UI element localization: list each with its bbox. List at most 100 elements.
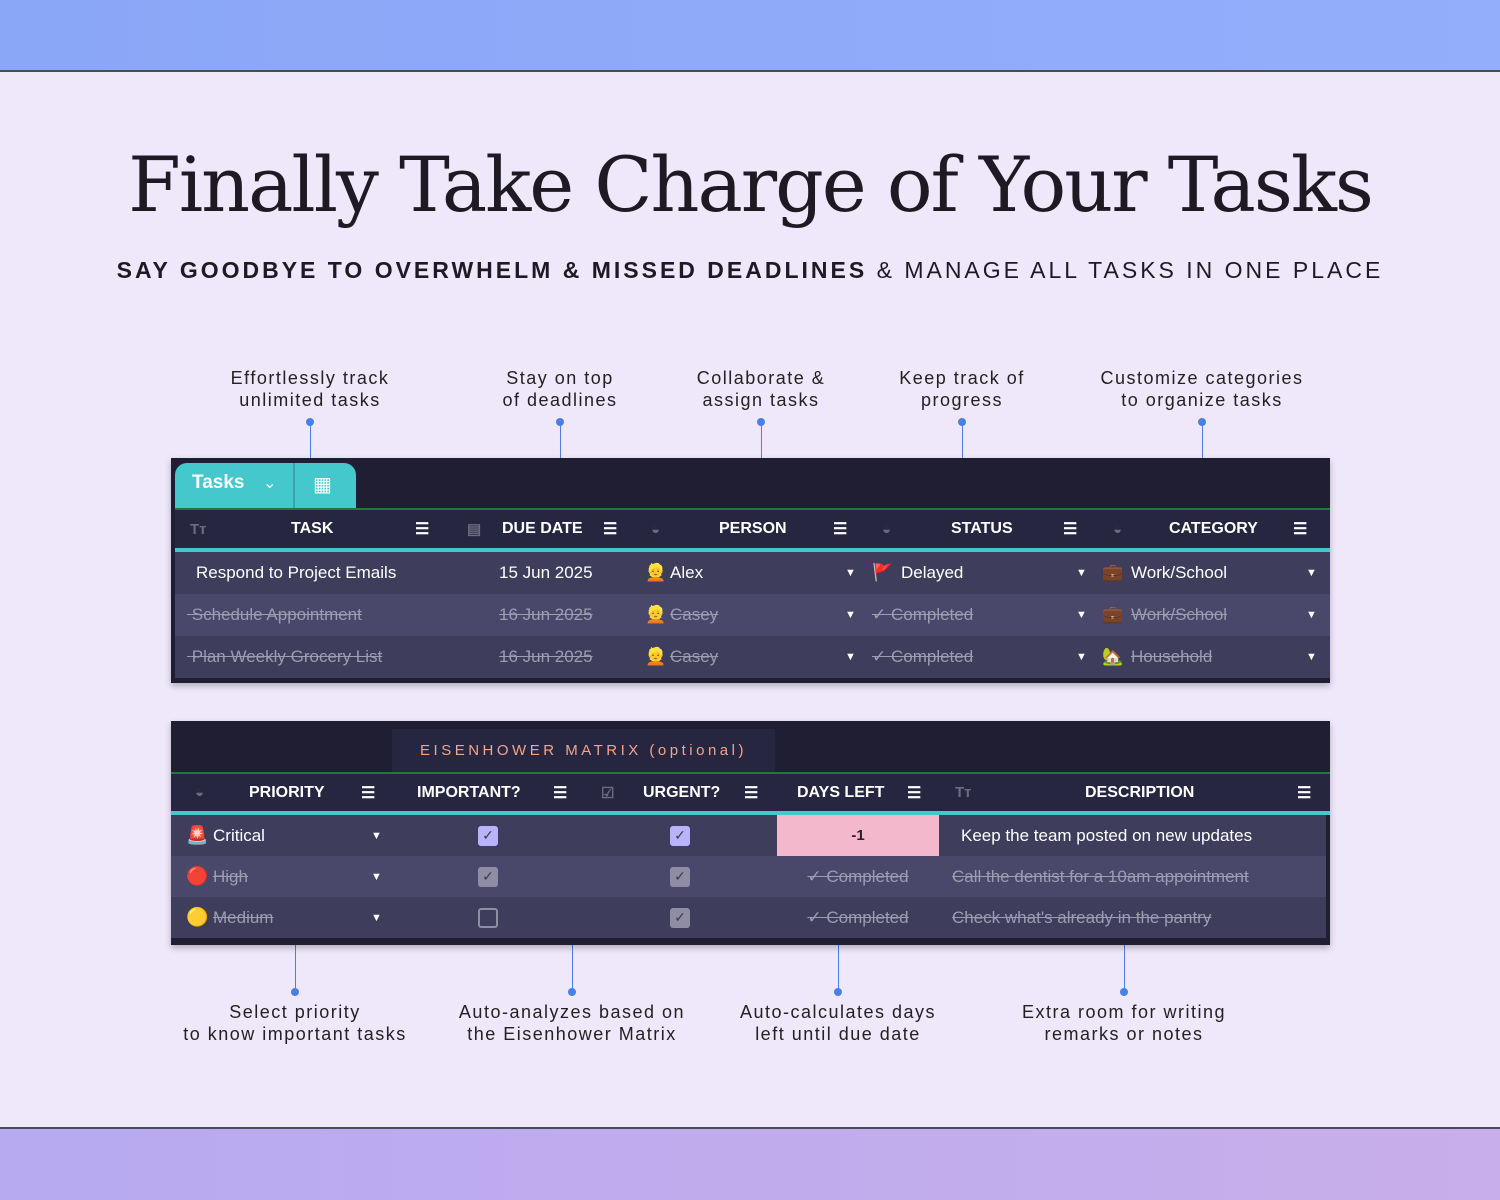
annotation-dot <box>757 418 765 426</box>
column-header-status[interactable]: STATUS <box>951 520 1013 537</box>
person-value[interactable]: Casey <box>670 647 719 666</box>
filter-icon[interactable]: ☰ <box>415 521 430 538</box>
table-row[interactable]: 🚨 Critical ▼ ✓ ✓ -1 Keep the team posted… <box>171 815 1326 856</box>
table-header: ◒ PRIORITY ☰ IMPORTANT? ☰ ☑ URGENT? ☰ DA… <box>171 772 1330 811</box>
table-row[interactable]: 🔴 High ▼ ✓ ✓ ✓ Completed Call the dentis… <box>171 856 1326 897</box>
days-left-value: ✓ Completed <box>807 866 909 886</box>
category-value[interactable]: Work/School <box>1131 605 1228 624</box>
important-checkbox[interactable]: ✓ <box>478 866 498 887</box>
top-banner <box>0 0 1500 72</box>
category-icon: 🏡 <box>1102 647 1124 666</box>
filter-icon[interactable]: ☰ <box>1063 521 1078 538</box>
dropdown-caret-icon[interactable]: ▼ <box>1076 651 1087 663</box>
annotation-dot <box>834 988 842 996</box>
checkbox-type-icon: ☑ <box>601 784 615 802</box>
column-header-category[interactable]: CATEGORY <box>1169 520 1258 537</box>
eisenhower-table: EISENHOWER MATRIX (optional) ◒ PRIORITY … <box>171 721 1330 945</box>
column-header-person[interactable]: PERSON <box>719 520 787 537</box>
column-header-important[interactable]: IMPORTANT? <box>417 783 521 801</box>
feature-annotation: Extra room for writing remarks or notes <box>994 1001 1254 1045</box>
dropdown-caret-icon[interactable]: ▼ <box>371 870 382 883</box>
table-row[interactable]: Respond to Project Emails 15 Jun 2025 👱 … <box>175 552 1330 594</box>
bottom-banner <box>0 1127 1500 1200</box>
annotation-dot <box>568 988 576 996</box>
dropdown-caret-icon[interactable]: ▼ <box>1076 609 1087 621</box>
chevron-down-icon[interactable]: ⌄ <box>263 475 277 492</box>
person-icon: 👱 <box>645 563 667 582</box>
annotation-line-2: progress <box>920 390 1004 410</box>
person-icon: 👱 <box>645 647 667 666</box>
annotation-line-2: assign tasks <box>702 390 820 410</box>
dropdown-caret-icon[interactable]: ▼ <box>845 567 856 579</box>
status-value[interactable]: ✓ Completed <box>872 605 974 624</box>
description-value[interactable]: Check what's already in the pantry <box>952 907 1212 927</box>
dropdown-caret-icon[interactable]: ▼ <box>845 609 856 621</box>
column-header-urgent[interactable]: URGENT? <box>643 783 721 801</box>
due-date[interactable]: 16 Jun 2025 <box>499 605 593 624</box>
dropdown-caret-icon[interactable]: ▼ <box>1306 651 1317 663</box>
category-value[interactable]: Household <box>1131 647 1213 666</box>
dropdown-caret-icon[interactable]: ▼ <box>1306 567 1317 579</box>
dropdown-caret-icon[interactable]: ▼ <box>371 911 382 924</box>
column-header-days-left[interactable]: DAYS LEFT <box>797 783 885 801</box>
dropdown-caret-icon[interactable]: ▼ <box>845 651 856 663</box>
column-header-description[interactable]: DESCRIPTION <box>1085 783 1195 801</box>
filter-icon[interactable]: ☰ <box>907 784 922 802</box>
filter-icon[interactable]: ☰ <box>1293 521 1308 538</box>
annotation-dot <box>306 418 314 426</box>
task-name[interactable]: Respond to Project Emails <box>196 563 397 582</box>
description-value[interactable]: Call the dentist for a 10am appointment <box>952 866 1249 886</box>
filter-icon[interactable]: ☰ <box>361 784 376 802</box>
column-header-due-date[interactable]: DUE DATE <box>502 520 583 537</box>
column-header-task[interactable]: TASK <box>291 520 334 537</box>
filter-icon[interactable]: ☰ <box>603 521 618 538</box>
urgent-checkbox[interactable]: ✓ <box>670 825 690 846</box>
section-title: EISENHOWER MATRIX (optional) <box>392 729 775 772</box>
annotation-dot <box>1198 418 1206 426</box>
priority-value[interactable]: High <box>213 866 248 886</box>
feature-annotation: Collaborate & assign tasks <box>631 367 891 411</box>
dropdown-caret-icon[interactable]: ▼ <box>371 829 382 842</box>
task-name[interactable]: Plan Weekly Grocery List <box>191 647 383 666</box>
days-left-value: ✓ Completed <box>807 907 909 927</box>
tasks-tab[interactable]: Tasks ⌄ ▦ <box>175 463 356 508</box>
flag-icon: 🚩 <box>872 563 894 582</box>
person-value[interactable]: Alex <box>670 563 704 582</box>
dropdown-caret-icon[interactable]: ▼ <box>1306 609 1317 621</box>
task-name[interactable]: Schedule Appointment <box>191 605 362 624</box>
feature-annotation: Keep track of progress <box>832 367 1092 411</box>
annotation-dot <box>958 418 966 426</box>
dropdown-caret-icon[interactable]: ▼ <box>1076 567 1087 579</box>
important-checkbox[interactable] <box>478 907 498 928</box>
text-type-icon: Tт <box>955 784 972 801</box>
due-date[interactable]: 15 Jun 2025 <box>499 563 593 582</box>
status-value[interactable]: Delayed <box>901 563 964 582</box>
status-value[interactable]: ✓ Completed <box>872 647 974 666</box>
priority-value[interactable]: Critical <box>213 825 265 845</box>
category-value[interactable]: Work/School <box>1131 563 1228 582</box>
priority-icon: 🔴 <box>186 866 209 886</box>
filter-icon[interactable]: ☰ <box>744 784 759 802</box>
annotation-line-1: Keep track of <box>899 368 1025 388</box>
priority-icon: 🚨 <box>186 825 209 845</box>
filter-icon[interactable]: ☰ <box>553 784 568 802</box>
urgent-checkbox[interactable]: ✓ <box>670 866 690 887</box>
filter-icon[interactable]: ☰ <box>833 521 848 538</box>
tasks-table: Tasks ⌄ ▦ Tт TASK ☰ ▤ DUE DATE ☰ ◒ PERSO… <box>171 458 1330 683</box>
annotation-line-2: to organize tasks <box>1121 390 1283 410</box>
table-row[interactable]: Schedule Appointment 16 Jun 2025 👱 Casey… <box>175 594 1330 636</box>
description-value[interactable]: Keep the team posted on new updates <box>961 825 1253 845</box>
subtitle-bold: SAY GOODBYE TO OVERWHELM & MISSED DEADLI… <box>116 257 868 283</box>
table-row[interactable]: 🟡 Medium ▼ ✓ ✓ Completed Check what's al… <box>171 897 1326 938</box>
column-header-priority[interactable]: PRIORITY <box>249 783 325 801</box>
person-value[interactable]: Casey <box>670 605 719 624</box>
urgent-checkbox[interactable]: ✓ <box>670 907 690 928</box>
table-row[interactable]: Plan Weekly Grocery List 16 Jun 2025 👱 C… <box>175 636 1330 678</box>
important-checkbox[interactable]: ✓ <box>478 825 498 846</box>
text-type-icon: Tт <box>190 520 207 538</box>
calculator-icon[interactable]: ▦ <box>313 474 332 496</box>
filter-icon[interactable]: ☰ <box>1297 784 1312 802</box>
annotation-connector <box>1124 926 1125 992</box>
due-date[interactable]: 16 Jun 2025 <box>499 647 593 666</box>
priority-value[interactable]: Medium <box>213 907 274 927</box>
